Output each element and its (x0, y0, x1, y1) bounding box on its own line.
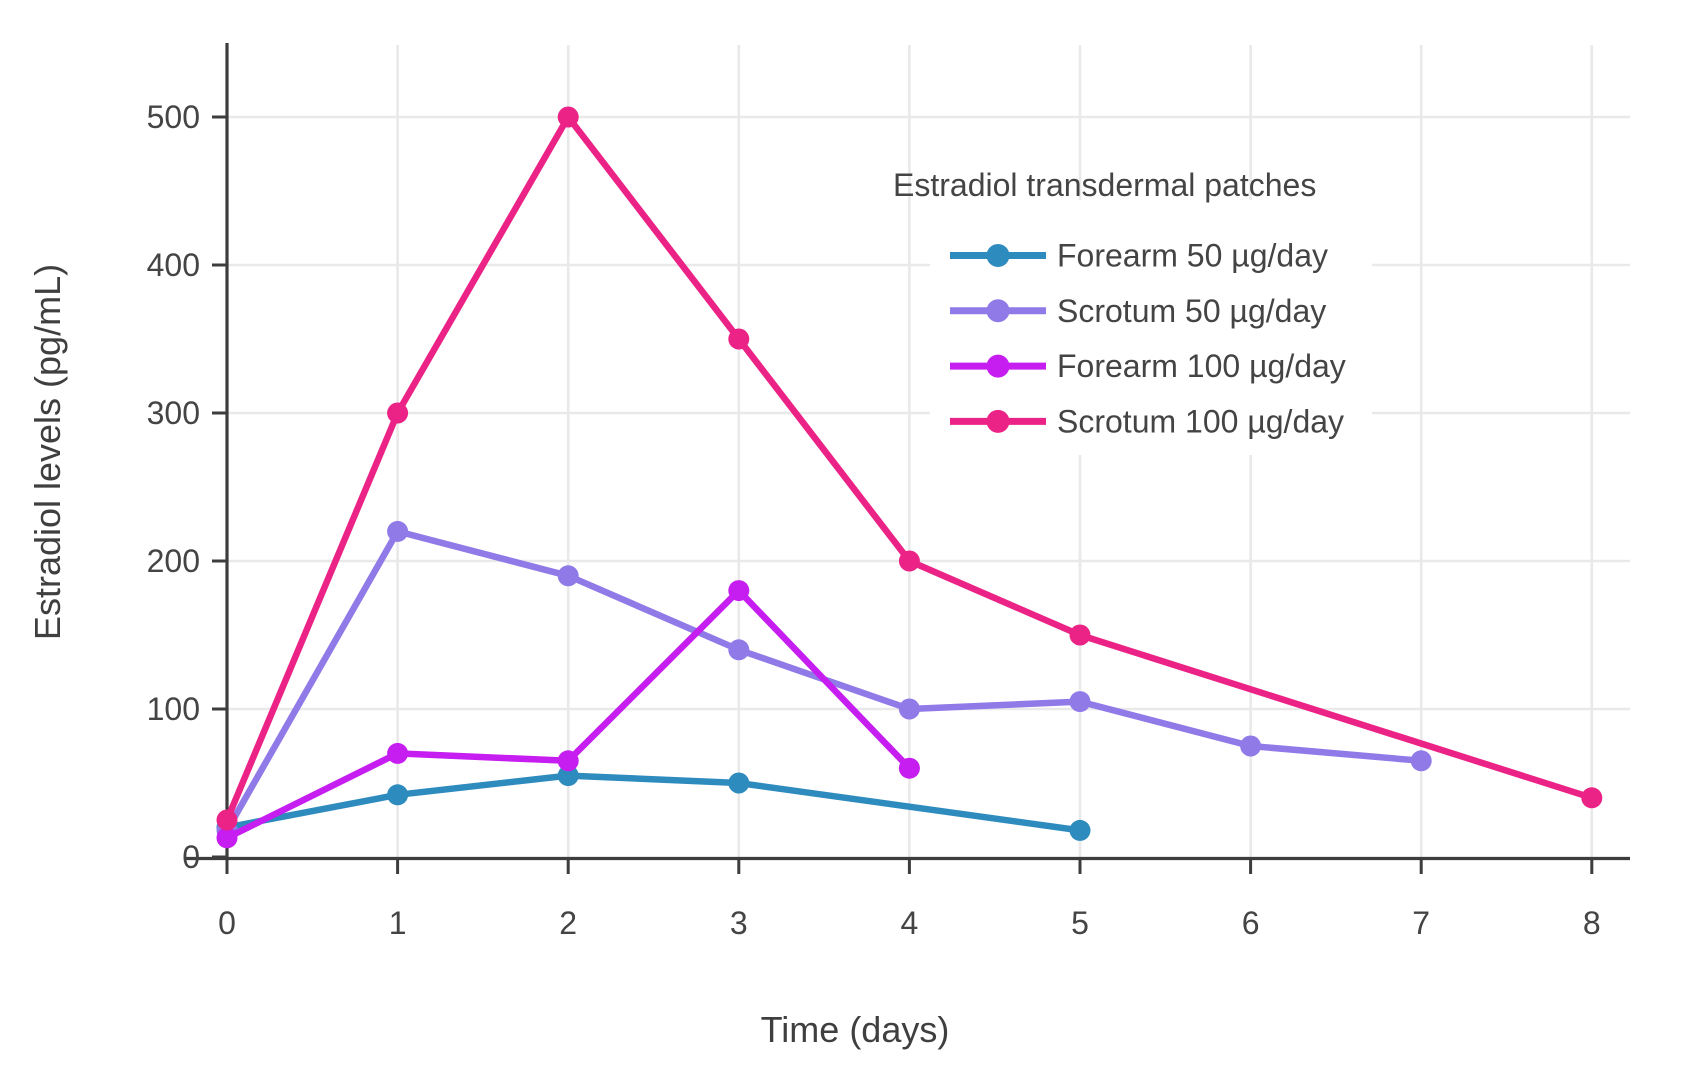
y-tick-label-200: 200 (147, 543, 200, 579)
legend-title: Estradiol transdermal patches (893, 167, 1316, 203)
data-point-scrotum-100-day4[interactable] (898, 550, 920, 572)
data-point-scrotum-100-day0[interactable] (216, 809, 238, 831)
data-point-forearm-100-day4[interactable] (898, 757, 920, 779)
axes-layer: 0 1 2 3 4 5 6 7 8 0 100 200 300 400 500 (147, 43, 1630, 941)
x-tick-label-2: 2 (559, 905, 577, 941)
data-point-scrotum-100-day2[interactable] (557, 106, 579, 128)
data-point-scrotum-50-day4[interactable] (898, 698, 920, 720)
x-axis-title: Time (days) (761, 1009, 950, 1050)
legend-label-forearm-100: Forearm 100 µg/day (1057, 348, 1346, 384)
data-point-forearm-50-day1[interactable] (387, 784, 409, 806)
y-tick-label-300: 300 (147, 395, 200, 431)
y-tick-label-0: 0 (182, 839, 200, 875)
legend-item-scrotum-100[interactable]: Scrotum 100 µg/day (950, 403, 1344, 439)
y-tick-label-100: 100 (147, 691, 200, 727)
data-point-forearm-50-day2[interactable] (557, 765, 579, 787)
data-point-scrotum-50-day2[interactable] (557, 565, 579, 587)
data-point-forearm-50-day5[interactable] (1069, 819, 1091, 841)
data-point-forearm-100-day2[interactable] (557, 750, 579, 772)
legend-item-scrotum-50[interactable]: Scrotum 50 µg/day (950, 293, 1326, 329)
data-point-scrotum-50-day3[interactable] (728, 639, 750, 661)
data-point-scrotum-50-day5[interactable] (1069, 691, 1091, 713)
y-tick-label-500: 500 (147, 99, 200, 135)
x-tick-label-4: 4 (901, 905, 919, 941)
legend-swatch-dot-forearm-50 (986, 244, 1010, 267)
data-point-scrotum-50-day7[interactable] (1410, 750, 1432, 772)
gridlines-layer (227, 45, 1630, 857)
data-point-scrotum-100-day8[interactable] (1581, 787, 1603, 809)
x-tick-label-7: 7 (1412, 905, 1430, 941)
x-tick-label-1: 1 (389, 905, 407, 941)
legend-item-forearm-50[interactable]: Forearm 50 µg/day (950, 238, 1328, 274)
data-point-scrotum-50-day6[interactable] (1240, 735, 1262, 757)
series-layer (216, 106, 1603, 849)
data-point-scrotum-100-day3[interactable] (728, 328, 750, 350)
legend-label-scrotum-100: Scrotum 100 µg/day (1057, 403, 1344, 439)
legend-layer: Forearm 50 µg/day Scrotum 50 µg/day Forear… (930, 200, 1372, 455)
legend-item-forearm-100[interactable]: Forearm 100 µg/day (950, 348, 1346, 384)
data-point-forearm-100-day0[interactable] (216, 827, 238, 849)
x-tick-label-0: 0 (218, 905, 236, 941)
x-tick-label-3: 3 (730, 905, 748, 941)
data-point-scrotum-100-day5[interactable] (1069, 624, 1091, 646)
data-point-scrotum-100-day1[interactable] (387, 402, 409, 424)
x-tick-label-5: 5 (1071, 905, 1089, 941)
legend-label-forearm-50: Forearm 50 µg/day (1057, 238, 1328, 274)
y-tick-label-400: 400 (147, 247, 200, 283)
data-point-scrotum-50-day1[interactable] (387, 520, 409, 542)
data-point-forearm-100-day1[interactable] (387, 742, 409, 764)
legend-swatch-dot-scrotum-50 (986, 299, 1010, 323)
y-axis-title: Estradiol levels (pg/mL) (27, 264, 68, 640)
legend-swatch-dot-forearm-100 (986, 354, 1010, 378)
data-point-forearm-50-day3[interactable] (728, 772, 750, 794)
x-tick-label-6: 6 (1242, 905, 1260, 941)
legend-label-scrotum-50: Scrotum 50 µg/day (1057, 293, 1326, 329)
series-line-forearm-50 (223, 772, 1084, 834)
legend-swatch-dot-scrotum-100 (986, 409, 1010, 433)
data-point-forearm-100-day3[interactable] (728, 580, 750, 602)
x-tick-label-8: 8 (1583, 905, 1601, 941)
